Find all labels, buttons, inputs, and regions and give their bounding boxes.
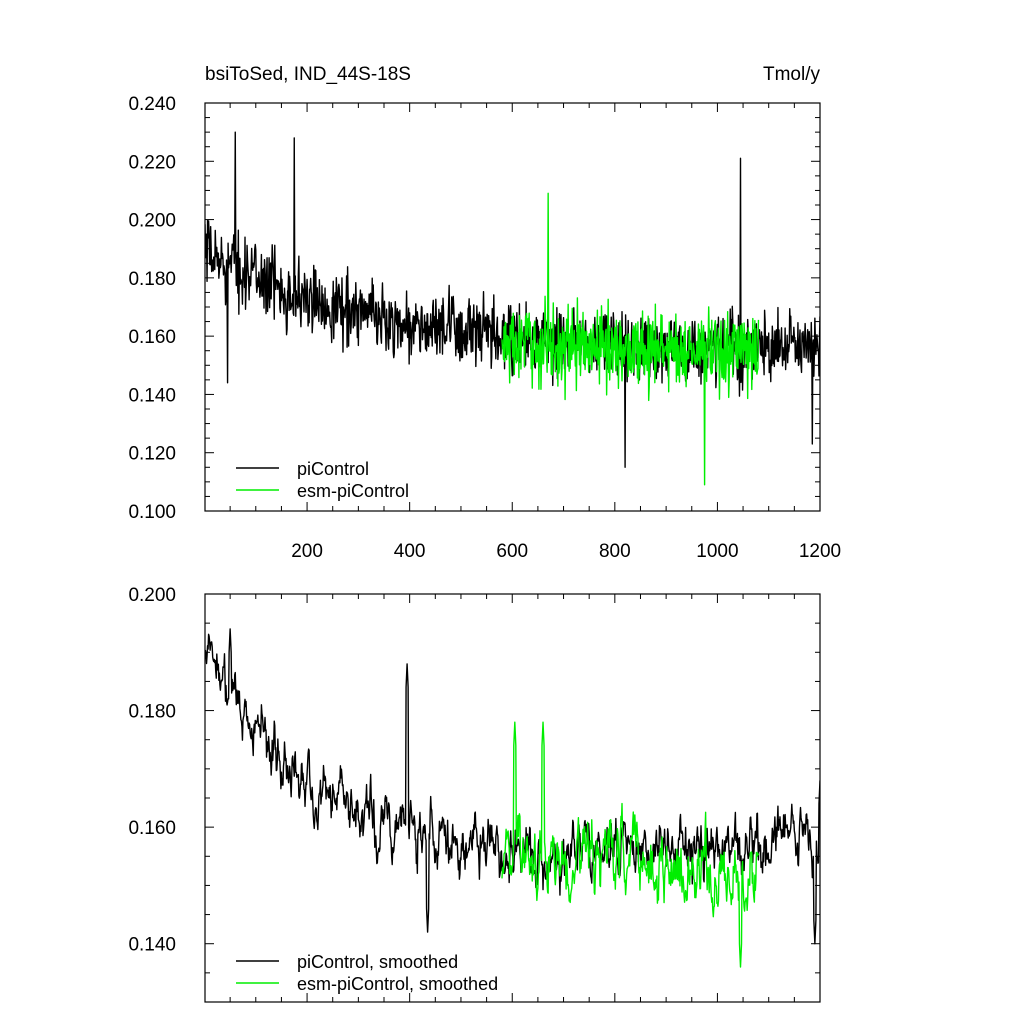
y-tick-label: 0.100: [128, 502, 176, 523]
y-tick-labels: 0.100 0.120 0.140 0.160 0.180 0.200 0.220 0.240: [128, 94, 176, 523]
legend: piControl esm-piControl: [236, 459, 409, 501]
raw-timeseries-panel: bsiToSed, IND_44S-18S Tmol/y 200 400 600 80…: [128, 64, 841, 562]
legend-label-picontrol-smoothed: piControl, smoothed: [297, 952, 458, 972]
x-tick-label: 1000: [696, 541, 738, 562]
legend-label-picontrol: piControl: [297, 459, 369, 479]
y-tick-label: 0.240: [128, 94, 176, 115]
x-tick-labels: 200 400 600 800 1000 1200: [291, 541, 841, 562]
axis-ticks: [205, 593, 821, 1003]
y-tick-label: 0.200: [128, 585, 176, 606]
legend-label-esm-picontrol: esm-piControl: [297, 481, 409, 501]
x-tick-label: 1200: [799, 541, 841, 562]
y-tick-label: 0.160: [128, 327, 176, 348]
chart-title: bsiToSed, IND_44S-18S: [205, 64, 411, 85]
x-tick-label: 200: [291, 541, 323, 562]
axis-ticks: [205, 102, 821, 512]
y-tick-label: 0.180: [128, 269, 176, 290]
series-line-esm-picontrol-smoothed: [501, 721, 760, 968]
x-tick-label: 400: [394, 541, 426, 562]
legend-label-esm-picontrol-smoothed: esm-piControl, smoothed: [297, 974, 498, 994]
series-line-picontrol: [205, 131, 820, 468]
y-tick-label: 0.200: [128, 211, 176, 232]
units-label: Tmol/y: [763, 64, 821, 85]
y-tick-label: 0.120: [128, 444, 176, 465]
series-line-picontrol-smoothed: [205, 628, 820, 945]
y-tick-label: 0.140: [128, 385, 176, 406]
series-lines: [205, 628, 820, 968]
plot-frame: [204, 593, 821, 1003]
y-tick-labels: 0.140 0.160 0.180 0.200: [128, 585, 176, 956]
series-line-esm-picontrol: [501, 192, 760, 486]
plot-frame: [204, 102, 821, 512]
x-tick-label: 600: [496, 541, 528, 562]
series-lines: [205, 131, 820, 486]
y-tick-label: 0.140: [128, 935, 176, 956]
smoothed-timeseries-panel: 0.140 0.160 0.180 0.200 piControl, smoothed…: [128, 585, 821, 1003]
x-tick-label: 800: [599, 541, 631, 562]
y-tick-label: 0.220: [128, 152, 176, 173]
y-tick-label: 0.180: [128, 702, 176, 723]
y-tick-label: 0.160: [128, 818, 176, 839]
legend: piControl, smoothed esm-piControl, smoot…: [236, 952, 498, 994]
